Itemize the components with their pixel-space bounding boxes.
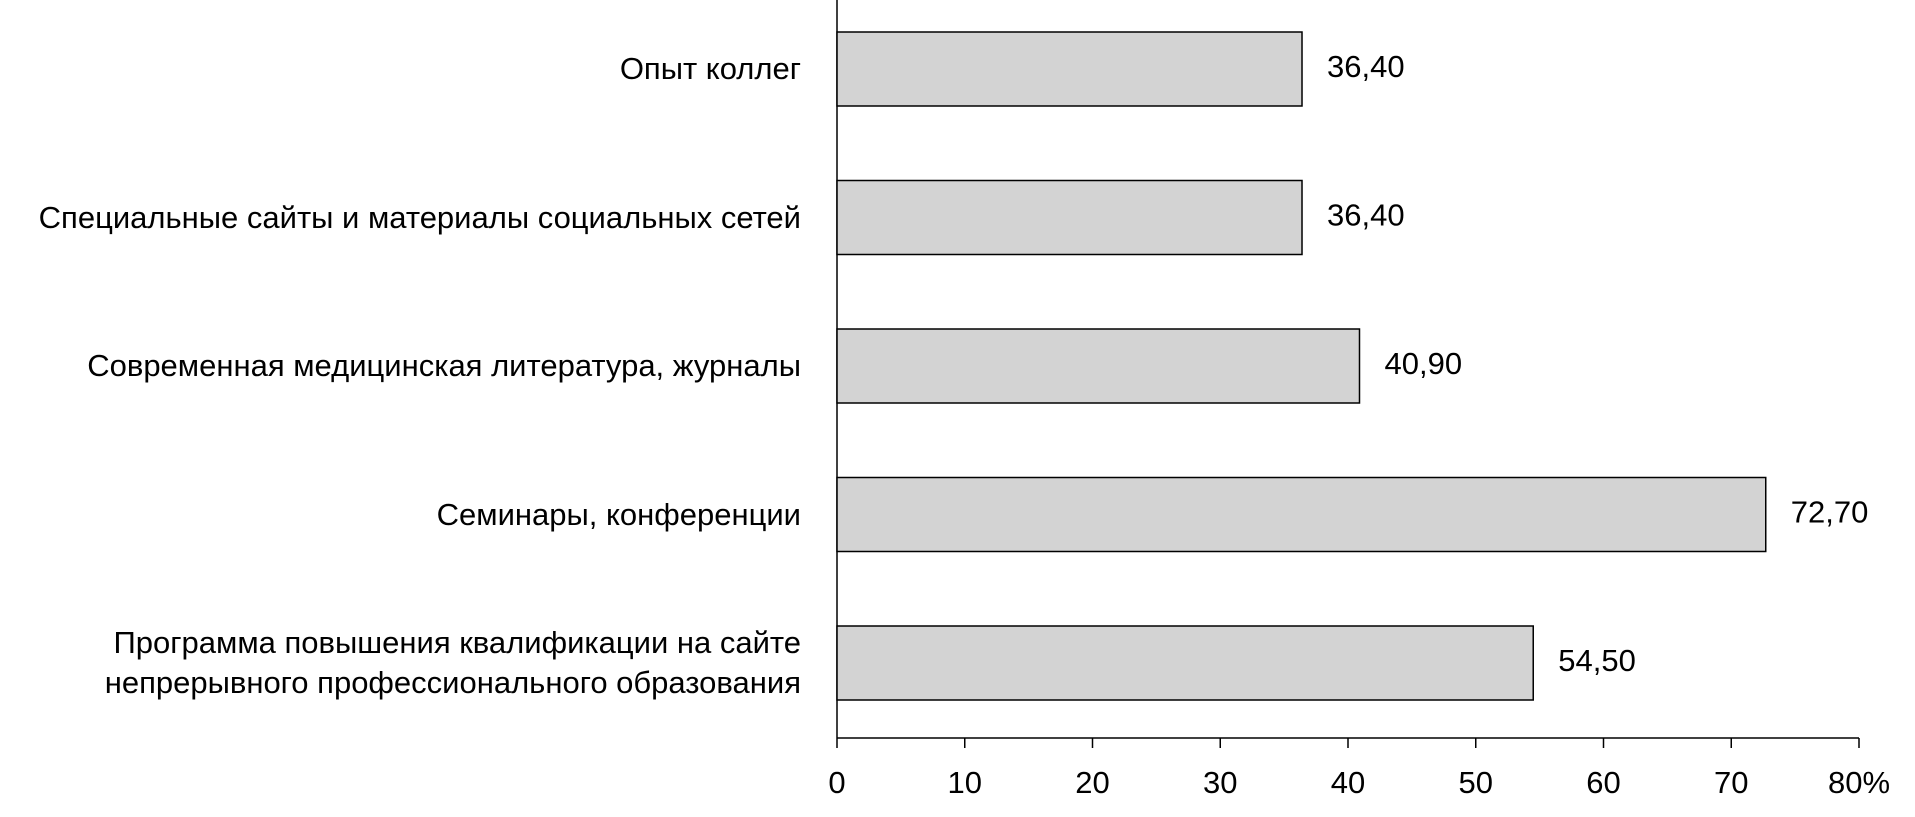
bar — [836, 31, 1303, 107]
category-label: Программа повышения квалификации на сайт… — [104, 625, 801, 700]
x-tick-label: 40 — [1331, 765, 1365, 800]
bar — [836, 476, 1767, 553]
category-label: Современная медицинская литература, журн… — [87, 348, 801, 383]
bar — [836, 328, 1361, 404]
value-label: 72,70 — [1791, 495, 1869, 530]
x-tick-label: 70 — [1714, 765, 1748, 800]
value-label: 54,50 — [1558, 643, 1636, 678]
x-tick-label: 10 — [948, 765, 982, 800]
x-tick-label: 20 — [1075, 765, 1109, 800]
x-tick-label: 60 — [1586, 765, 1620, 800]
x-tick-label: 0 — [828, 765, 845, 800]
x-tick-label: 50 — [1459, 765, 1493, 800]
value-label: 36,40 — [1327, 49, 1405, 84]
value-label: 36,40 — [1327, 198, 1405, 233]
bar — [836, 625, 1534, 701]
category-label: Опыт коллег — [619, 51, 801, 86]
value-label: 40,90 — [1384, 346, 1462, 381]
category-label: Семинары, конференции — [436, 496, 801, 532]
category-label: Специальные сайты и материалы социальных… — [38, 199, 801, 235]
bar — [836, 179, 1303, 256]
x-tick-label: 30 — [1203, 765, 1237, 800]
x-tick-label: 80% — [1828, 765, 1890, 800]
